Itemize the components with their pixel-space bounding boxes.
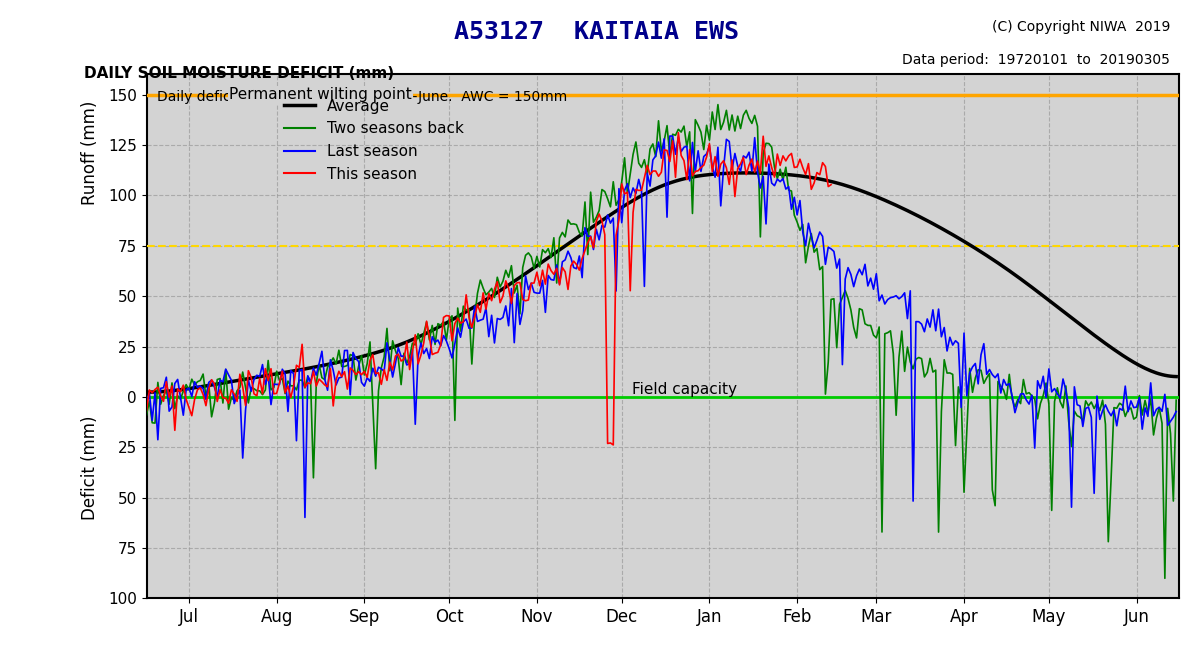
Text: A53127  KAITAIA EWS: A53127 KAITAIA EWS (455, 20, 739, 44)
This season (369, 369, 383, 377)
Last season (361, 373, 375, 381)
Last season (1169, 408, 1183, 416)
This season (448, 320, 462, 328)
Text: Permanent wilting point: Permanent wilting point (229, 87, 412, 102)
Last season (553, 280, 567, 288)
This season (140, 407, 154, 414)
Text: DAILY SOIL MOISTURE DEFICIT (mm): DAILY SOIL MOISTURE DEFICIT (mm) (84, 66, 394, 81)
Average (739, 169, 753, 177)
Text: Runoff (mm): Runoff (mm) (81, 101, 99, 206)
This season (824, 180, 838, 188)
Last season (140, 397, 154, 405)
Two seasons back (357, 371, 371, 379)
Line: Two seasons back: Two seasons back (147, 104, 1176, 578)
Two seasons back (1124, 404, 1138, 412)
Text: Deficit (mm): Deficit (mm) (81, 415, 99, 520)
Average (1024, 284, 1039, 292)
Text: (C) Copyright NIWA  2019: (C) Copyright NIWA 2019 (992, 20, 1170, 34)
Two seasons back (1169, 396, 1183, 404)
This season (795, 164, 810, 172)
Line: Average: Average (147, 173, 1176, 392)
Two seasons back (423, 336, 437, 344)
This season (179, 395, 193, 403)
Average (423, 328, 437, 336)
Last season (1127, 404, 1141, 412)
Last season (1028, 444, 1042, 452)
Average (140, 388, 154, 396)
Last season (663, 132, 677, 140)
Average (1169, 373, 1183, 381)
This season (607, 441, 621, 449)
Two seasons back (555, 229, 570, 237)
Text: Data period:  19720101  to  20190305: Data period: 19720101 to 20190305 (903, 53, 1170, 67)
This season (671, 129, 685, 137)
This season (522, 296, 536, 304)
Two seasons back (140, 411, 154, 419)
Last season (425, 332, 439, 340)
Text: Daily deficit (or surplus), 1-July to 30-June.  AWC = 150mm: Daily deficit (or surplus), 1-July to 30… (156, 90, 567, 104)
This season (468, 313, 482, 321)
Average (555, 244, 570, 252)
Average (1124, 356, 1138, 364)
Two seasons back (710, 100, 725, 108)
Text: Field capacity: Field capacity (632, 382, 737, 397)
Legend: Average, Two seasons back, Last season, This season: Average, Two seasons back, Last season, … (278, 93, 470, 188)
Line: Last season: Last season (147, 136, 1176, 518)
Average (357, 352, 371, 360)
Two seasons back (1158, 574, 1173, 582)
Last season (558, 256, 572, 264)
Two seasons back (1024, 392, 1039, 400)
Average (549, 248, 564, 256)
Two seasons back (549, 279, 564, 287)
Last season (297, 514, 312, 522)
Line: This season: This season (147, 133, 831, 445)
